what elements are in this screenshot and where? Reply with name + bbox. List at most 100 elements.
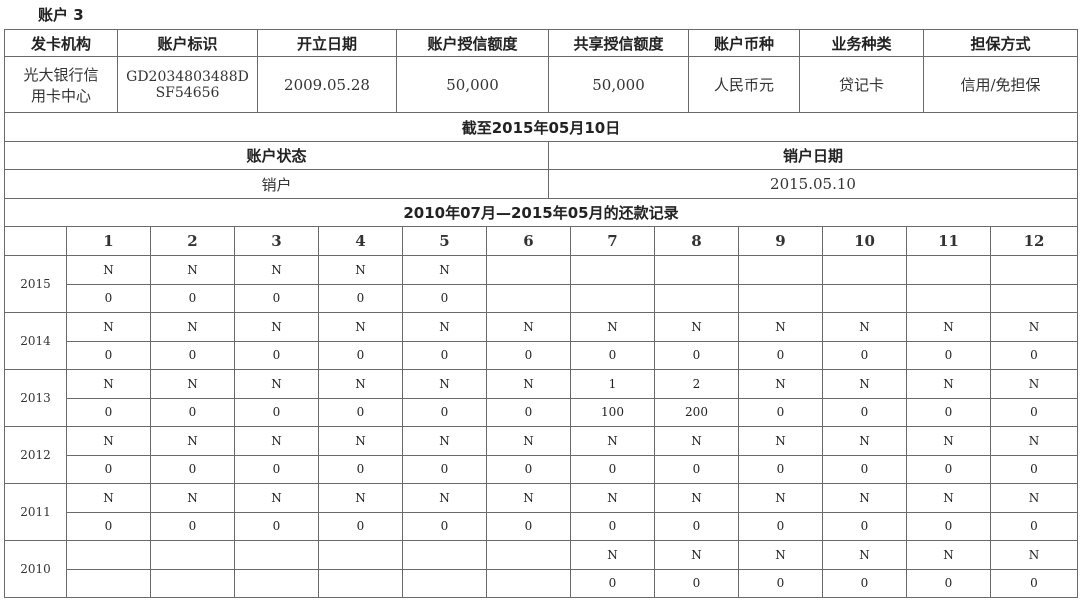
month-header: 10 — [822, 226, 907, 256]
amount-cell: 0 — [234, 511, 319, 541]
status-cell: N — [570, 483, 655, 513]
amount-cell: 0 — [822, 454, 907, 484]
amount-cell: 0 — [318, 454, 403, 484]
status-cell — [402, 540, 487, 570]
shared-limit: 50,000 — [548, 56, 689, 113]
month-header: 7 — [570, 226, 655, 256]
status-cell: N — [402, 369, 487, 399]
status-value: 销户 — [4, 169, 549, 199]
header-cell: 账户标识 — [117, 29, 258, 57]
amount-cell: 0 — [906, 568, 991, 598]
month-header: 12 — [990, 226, 1078, 256]
status-cell: N — [318, 255, 403, 285]
amount-cell: 0 — [906, 340, 991, 370]
amount-cell — [318, 568, 403, 598]
amount-cell: 0 — [654, 340, 739, 370]
status-cell: N — [654, 312, 739, 342]
status-cell: N — [822, 483, 907, 513]
amount-cell: 0 — [66, 283, 151, 313]
status-cell: N — [738, 483, 823, 513]
status-cell: N — [738, 540, 823, 570]
amount-cell: 0 — [570, 511, 655, 541]
status-cell: N — [66, 426, 151, 456]
corner-cell — [4, 226, 67, 256]
status-cell: N — [654, 426, 739, 456]
amount-cell: 0 — [402, 511, 487, 541]
status-cell — [486, 255, 571, 285]
status-cell: N — [318, 483, 403, 513]
status-cell: N — [234, 312, 319, 342]
amount-cell: 0 — [906, 397, 991, 427]
year-label: 2012 — [4, 426, 67, 484]
month-header: 6 — [486, 226, 571, 256]
close-date: 2015.05.10 — [548, 169, 1078, 199]
repayment-title: 2010年07月—2015年05月的还款记录 — [4, 198, 1078, 227]
amount-cell: 0 — [738, 397, 823, 427]
year-label: 2015 — [4, 255, 67, 313]
status-label: 账户状态 — [4, 141, 549, 170]
header-cell: 账户授信额度 — [396, 29, 549, 57]
status-cell: N — [486, 426, 571, 456]
repayment-row-status: 2011 N N N N N N N N N N N N — [4, 483, 1078, 541]
amount-cell: 0 — [990, 511, 1078, 541]
amount-cell: 0 — [234, 454, 319, 484]
amount-cell: 0 — [486, 511, 571, 541]
amount-cell: 0 — [234, 340, 319, 370]
business-type: 贷记卡 — [799, 56, 924, 113]
account-id: GD2034803488D SF54656 — [117, 56, 258, 113]
amount-cell: 0 — [654, 454, 739, 484]
status-cell: N — [234, 255, 319, 285]
as-of-date: 截至2015年05月10日 — [4, 112, 1078, 142]
header-cell: 账户币种 — [688, 29, 800, 57]
amount-cell: 0 — [738, 340, 823, 370]
status-cell: N — [990, 540, 1078, 570]
amount-cell: 0 — [66, 511, 151, 541]
status-cell: N — [906, 483, 991, 513]
status-cell: 2 — [654, 369, 739, 399]
month-header: 11 — [906, 226, 991, 256]
amount-cell: 0 — [66, 454, 151, 484]
amount-cell — [990, 283, 1078, 313]
month-header: 2 — [150, 226, 235, 256]
amount-cell: 0 — [402, 340, 487, 370]
status-cell: N — [570, 312, 655, 342]
year-label: 2014 — [4, 312, 67, 370]
amount-cell: 0 — [990, 340, 1078, 370]
guarantee: 信用/免担保 — [923, 56, 1078, 113]
year-label: 2013 — [4, 369, 67, 427]
amount-cell — [738, 283, 823, 313]
amount-cell: 0 — [654, 568, 739, 598]
amount-cell: 0 — [990, 397, 1078, 427]
amount-cell: 0 — [738, 511, 823, 541]
amount-cell: 0 — [822, 397, 907, 427]
repayment-row-amount: 0 0 0 0 0 0 100 200 0 0 0 0 — [5, 397, 1078, 427]
status-cell: N — [822, 540, 907, 570]
status-cell: N — [318, 426, 403, 456]
status-cell — [570, 255, 655, 285]
amount-cell: 0 — [318, 397, 403, 427]
issuer: 光大银行信 用卡中心 — [4, 56, 118, 113]
amount-cell: 0 — [318, 283, 403, 313]
amount-cell — [570, 283, 655, 313]
status-cell — [150, 540, 235, 570]
status-cell: N — [738, 369, 823, 399]
close-date-label: 销户日期 — [548, 141, 1078, 170]
status-cell — [486, 540, 571, 570]
repayment-row-status: 2015 N N N N N — [4, 255, 1078, 313]
amount-cell — [234, 568, 319, 598]
status-cell — [234, 540, 319, 570]
status-cell: N — [654, 540, 739, 570]
status-cell: N — [990, 369, 1078, 399]
amount-cell: 200 — [654, 397, 739, 427]
amount-cell — [486, 283, 571, 313]
repayment-row-status: 2013 N N N N N N 1 2 N N N N — [4, 369, 1078, 427]
status-cell: N — [318, 369, 403, 399]
status-cell: N — [66, 369, 151, 399]
header-cell: 共享授信额度 — [548, 29, 689, 57]
status-cell — [906, 255, 991, 285]
amount-cell: 0 — [486, 340, 571, 370]
status-cell: N — [402, 426, 487, 456]
repayment-row-status: 2010 N N N N N N — [4, 540, 1078, 598]
